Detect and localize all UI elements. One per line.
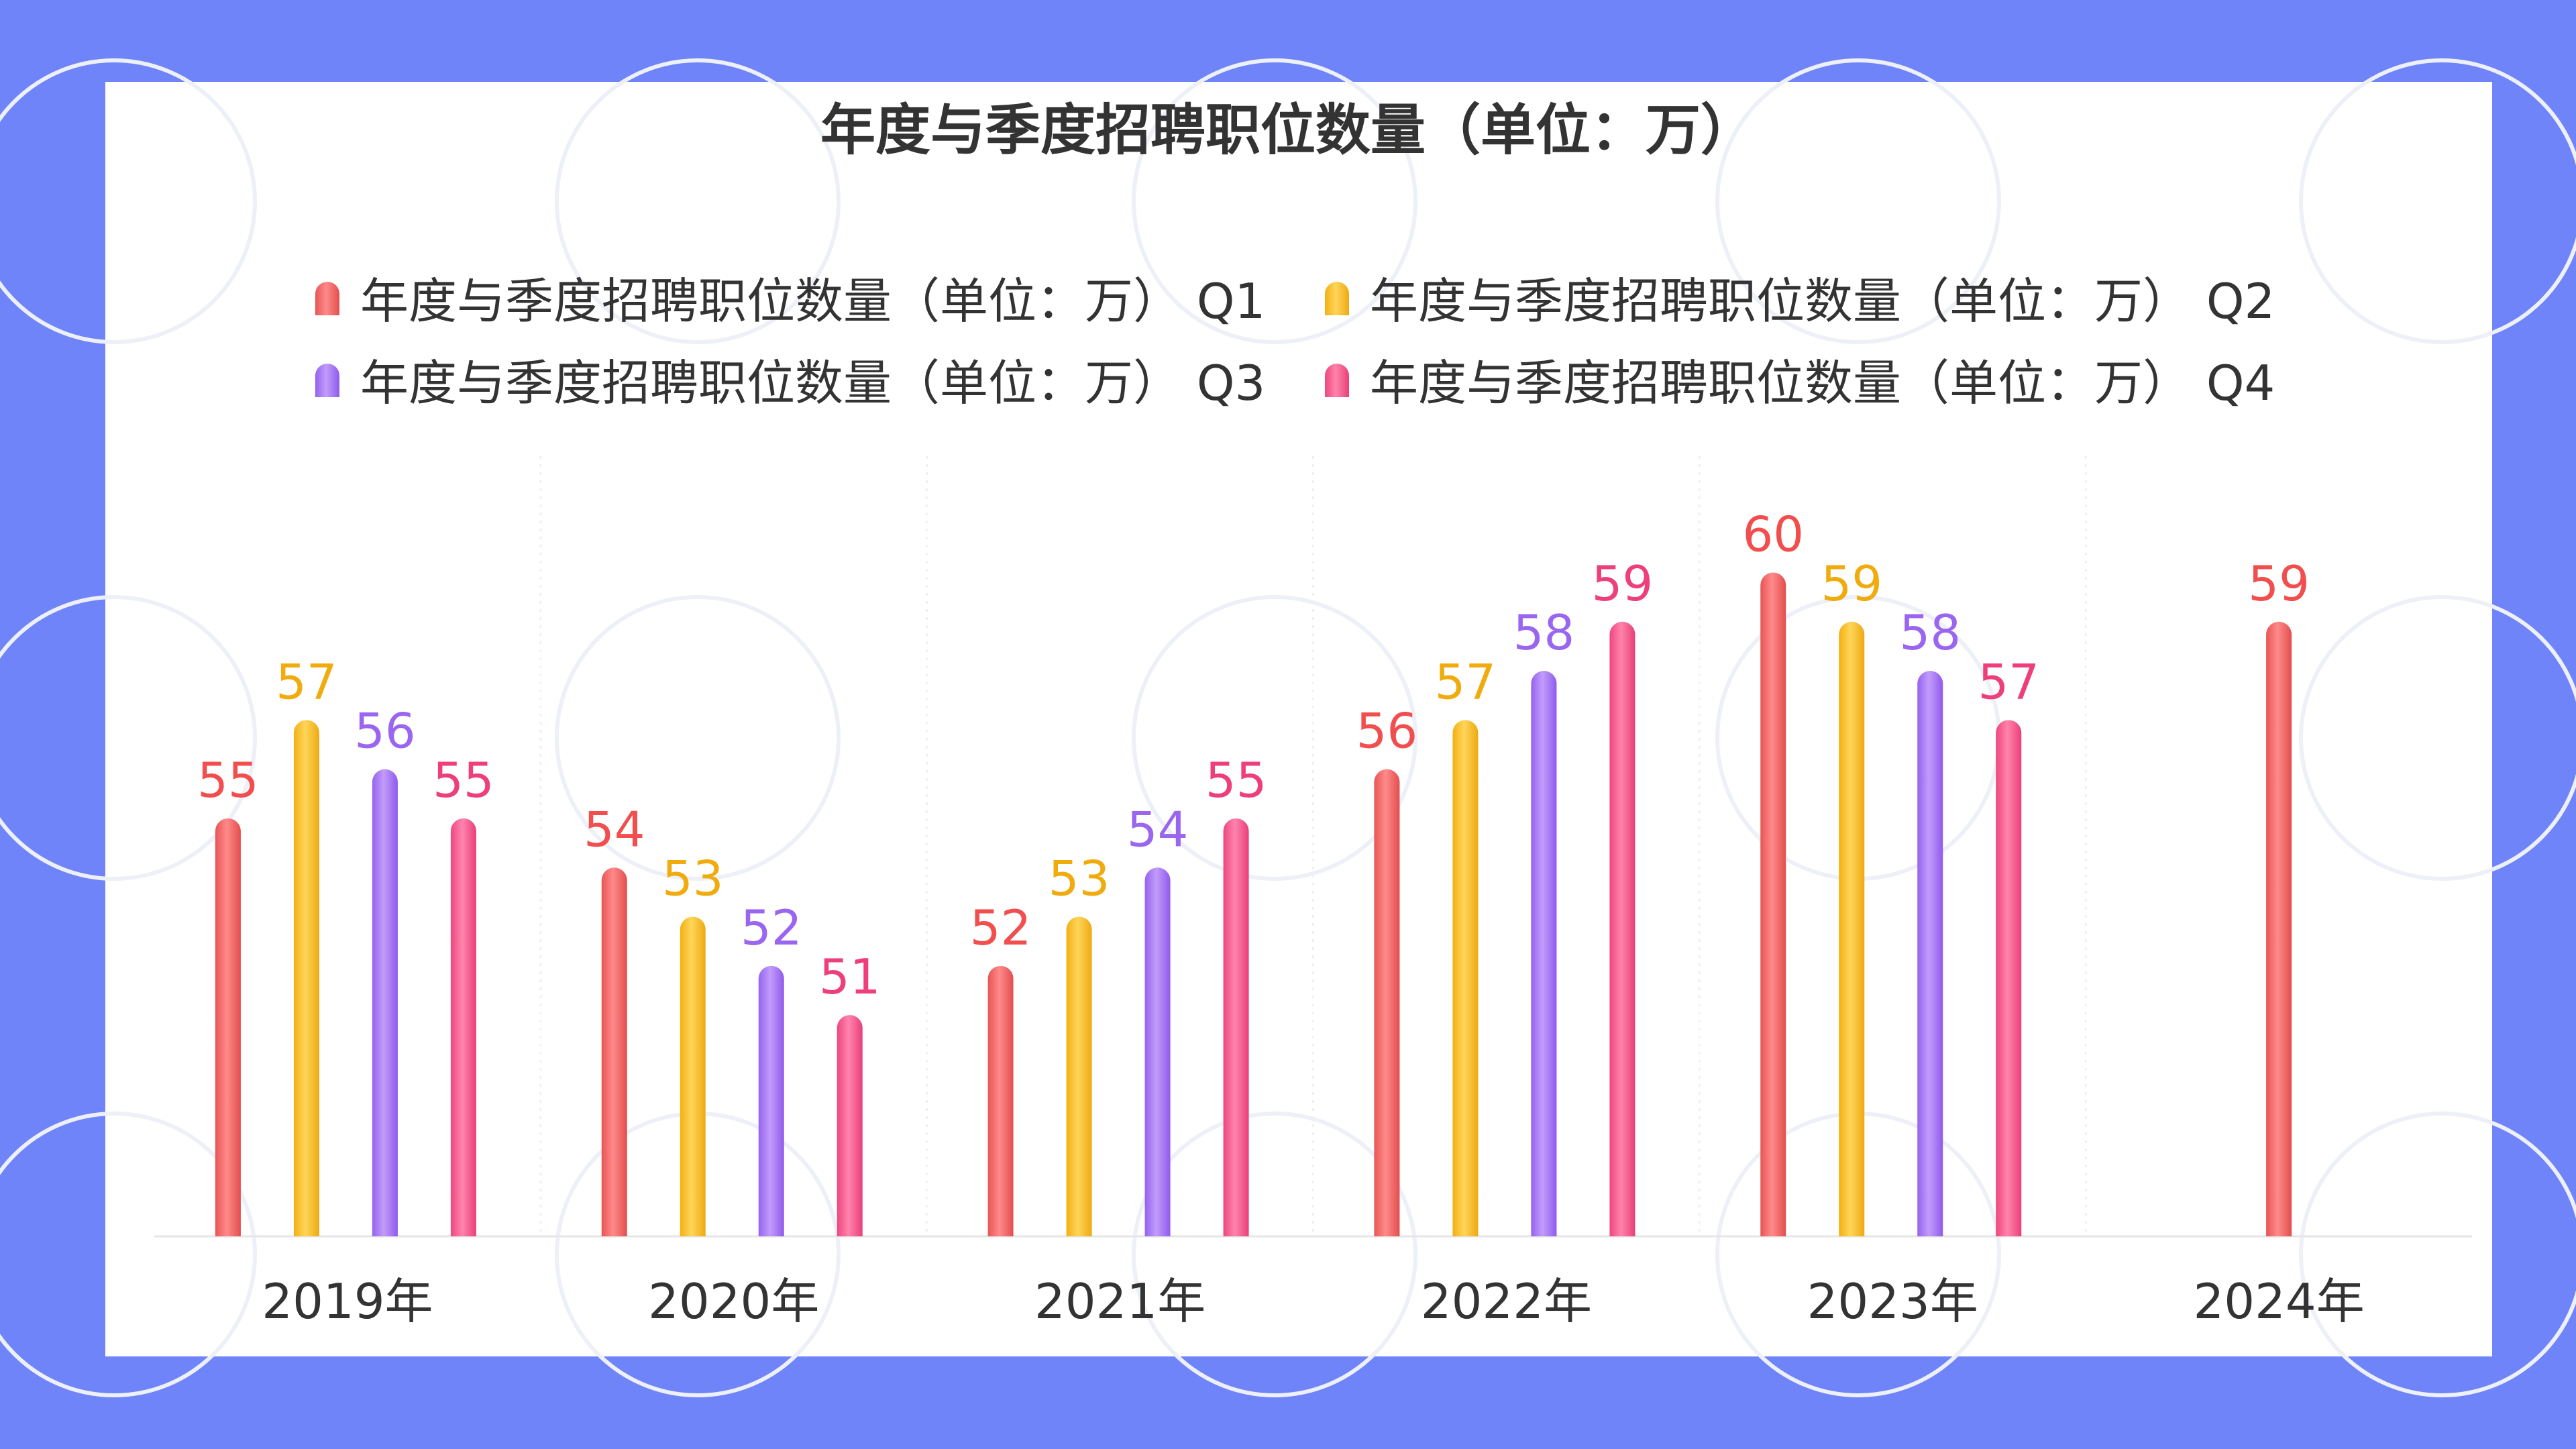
value-label-2020年-q3: 52: [741, 900, 802, 956]
x-tick-label: 2020年: [648, 1273, 819, 1330]
bar-2023年-q3[interactable]: [1917, 671, 1943, 1236]
bar-2019年-q1[interactable]: [215, 818, 241, 1236]
chart-card: [105, 82, 2492, 1356]
value-label-2022年-q3: 58: [1513, 604, 1575, 661]
chart-title: 年度与季度招聘职位数量（单位：万）: [820, 99, 1756, 162]
value-label-2023年-q4: 57: [1978, 653, 2039, 710]
value-label-2020年-q1: 54: [584, 801, 645, 857]
value-label-2021年-q4: 55: [1205, 752, 1267, 808]
bar-2019年-q4[interactable]: [450, 818, 476, 1236]
value-label-2023年-q3: 58: [1899, 604, 1961, 661]
value-label-2022年-q4: 59: [1592, 555, 1654, 612]
bar-2024年-q1[interactable]: [2266, 621, 2292, 1236]
bar-2021年-q2[interactable]: [1066, 916, 1092, 1236]
value-labels: 55 57 56 55 54 53 52 51 52 53 54 55 56 57 58 59 60 59 58 57…: [197, 506, 2310, 1005]
value-label-2022年-q1: 56: [1356, 703, 1418, 759]
bar-2023年-q4[interactable]: [1996, 720, 2022, 1236]
category-separators: [539, 456, 2087, 1236]
value-label-2023年-q2: 59: [1821, 555, 1882, 612]
legend-label: 年度与季度招聘职位数量（单位：万） Q3: [360, 355, 1265, 411]
value-label-2021年-q1: 52: [970, 900, 1032, 956]
legend-item-q3[interactable]: 年度与季度招聘职位数量（单位：万） Q3: [315, 355, 1265, 411]
value-label-2019年-q4: 55: [433, 752, 494, 808]
x-tick-label: 2022年: [1421, 1273, 1592, 1330]
bar-2020年-q3[interactable]: [758, 965, 784, 1236]
bar-2022年-q2[interactable]: [1452, 720, 1479, 1236]
bar-2020年-q4[interactable]: [837, 1015, 863, 1236]
value-label-2019年-q3: 56: [354, 703, 416, 759]
bar-2019年-q2[interactable]: [293, 720, 319, 1236]
legend-bar-icon: [315, 282, 339, 315]
bar-2021年-q1[interactable]: [987, 965, 1014, 1236]
x-axis-ticks: 2019年 2020年 2021年 2022年 2023年 2024年: [262, 1273, 2364, 1330]
legend-item-q2[interactable]: 年度与季度招聘职位数量（单位：万） Q2: [1325, 273, 2275, 329]
value-label-2020年-q4: 51: [819, 949, 881, 1005]
value-label-2019年-q1: 55: [197, 752, 259, 808]
bar-2022年-q1[interactable]: [1374, 769, 1400, 1236]
legend-label: 年度与季度招聘职位数量（单位：万） Q4: [1370, 355, 2275, 411]
x-tick-label: 2019年: [262, 1273, 433, 1330]
x-tick-label: 2021年: [1034, 1273, 1205, 1330]
legend-item-q1[interactable]: 年度与季度招聘职位数量（单位：万） Q1: [315, 273, 1265, 329]
bar-2023年-q2[interactable]: [1839, 621, 1865, 1236]
value-label-2023年-q1: 60: [1742, 506, 1804, 562]
value-label-2021年-q3: 54: [1127, 801, 1189, 857]
bars: [215, 572, 2292, 1236]
bar-2022年-q4[interactable]: [1609, 621, 1635, 1236]
legend: 年度与季度招聘职位数量（单位：万） Q1 年度与季度招聘职位数量（单位：万） Q2…: [315, 273, 2275, 411]
bar-2022年-q3[interactable]: [1531, 671, 1557, 1236]
bar-2020年-q1[interactable]: [601, 867, 627, 1236]
legend-bar-icon: [1325, 282, 1349, 315]
value-label-2022年-q2: 57: [1435, 653, 1497, 710]
legend-item-q4[interactable]: 年度与季度招聘职位数量（单位：万） Q4: [1325, 355, 2275, 411]
x-tick-label: 2024年: [2193, 1273, 2364, 1330]
legend-bar-icon: [315, 364, 339, 397]
bar-2021年-q4[interactable]: [1223, 818, 1249, 1236]
bar-2023年-q1[interactable]: [1760, 572, 1786, 1236]
bar-2020年-q2[interactable]: [680, 916, 706, 1236]
legend-bar-icon: [1325, 364, 1349, 397]
value-label-2021年-q2: 53: [1049, 851, 1110, 907]
value-label-2019年-q2: 57: [276, 653, 337, 710]
bar-2021年-q3[interactable]: [1144, 867, 1171, 1236]
bar-2019年-q3[interactable]: [372, 769, 398, 1236]
x-tick-label: 2023年: [1807, 1273, 1978, 1330]
legend-label: 年度与季度招聘职位数量（单位：万） Q2: [1370, 273, 2275, 329]
legend-label: 年度与季度招聘职位数量（单位：万） Q1: [360, 273, 1265, 329]
value-label-2024年-q1: 59: [2248, 555, 2310, 612]
value-label-2020年-q2: 53: [662, 851, 724, 907]
